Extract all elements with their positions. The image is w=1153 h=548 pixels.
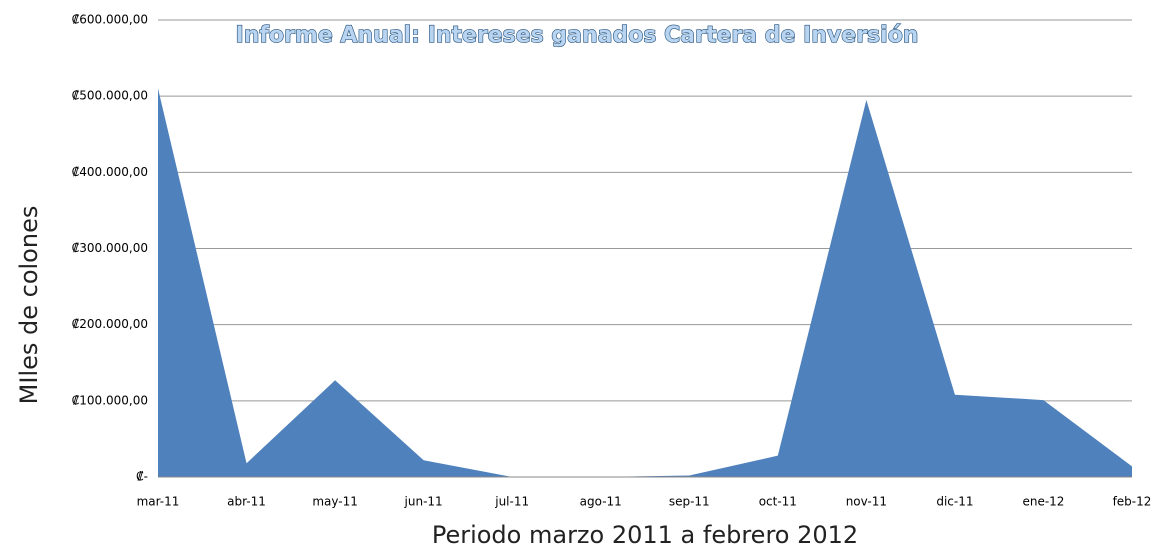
y-tick-label: ₡200.000,00 [72,317,148,331]
x-tick-label: abr-11 [227,495,266,509]
x-tick-label: nov-11 [846,495,887,509]
x-tick-label: dic-11 [936,495,973,509]
x-tick-label: mar-11 [137,495,180,509]
y-tick-label: ₡400.000,00 [72,165,148,179]
chart-title: Informe Anual: Intereses ganados Cartera… [236,23,919,48]
y-tick-label: ₡500.000,00 [72,89,148,103]
x-tick-label: ago-11 [580,495,622,509]
y-tick-label: ₡100.000,00 [72,393,148,407]
x-tick-label: sep-11 [669,495,710,509]
x-tick-label: jun-11 [404,495,443,509]
x-tick-label: may-11 [312,495,358,509]
y-tick-label: ₡600.000,00 [72,13,148,27]
x-tick-label: oct-11 [759,495,797,509]
x-tick-label: jul-11 [494,495,529,509]
y-tick-label: ₡- [136,470,148,484]
y-tick-label: ₡300.000,00 [72,241,148,255]
x-tick-label: ene-12 [1022,495,1064,509]
area [158,88,1132,478]
x-tick-label: feb-12 [1113,495,1152,509]
x-axis-label: Periodo marzo 2011 a febrero 2012 [432,521,858,548]
y-axis-label: MIles de colones [15,206,43,405]
